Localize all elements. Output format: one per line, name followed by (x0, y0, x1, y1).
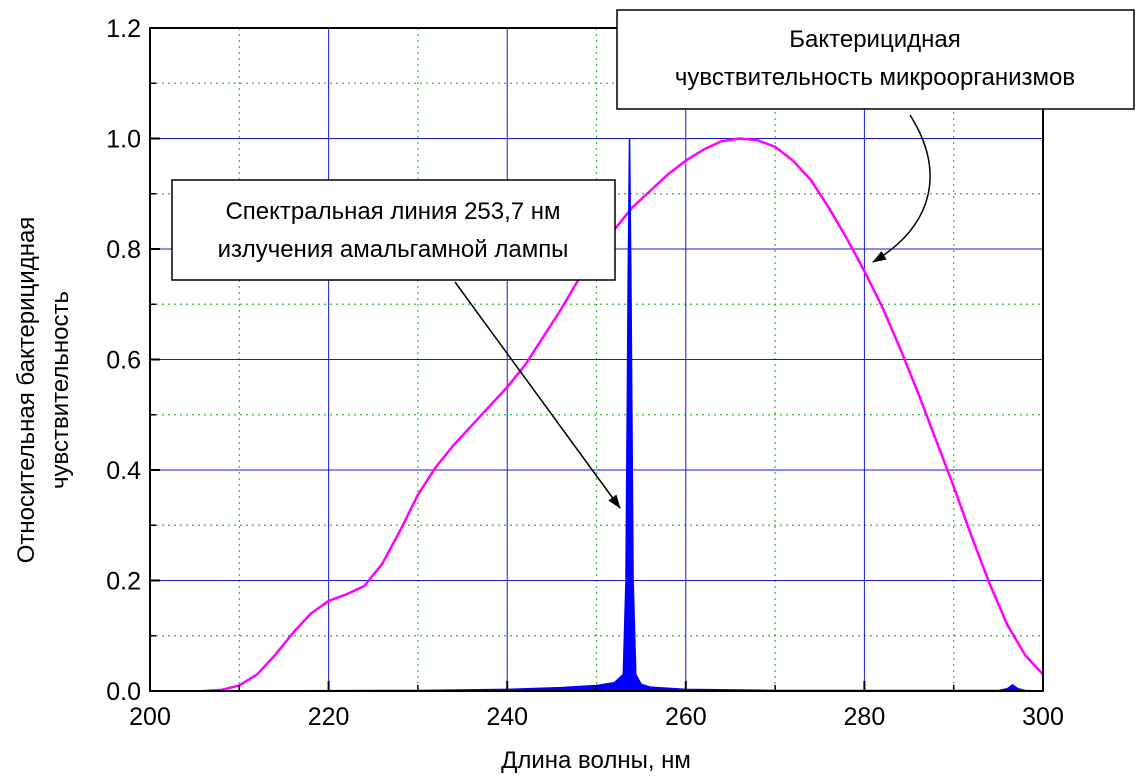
y-axis-title-line-2: чувствительность (47, 291, 74, 489)
annotation-spectral-line-1: Спектральная линия 253,7 нм (225, 198, 560, 225)
x-tick-label: 260 (665, 703, 707, 731)
axis-tick-labels: 200 220 240 260 280 300 0.0 0.2 0.4 0.6 0.8 1.0 1.2 (106, 15, 1064, 731)
x-tick-label: 300 (1022, 703, 1064, 731)
y-tick-label: 1.2 (106, 15, 141, 43)
y-axis-title-line-1: Относительная бактерицидная (13, 217, 40, 564)
y-tick-label: 0.0 (106, 678, 141, 706)
x-axis-title: Длина волны, нм (501, 747, 691, 774)
annotation-spectral-box (171, 179, 616, 281)
y-tick-label: 0.4 (106, 457, 141, 485)
annotation-spectral-line: Спектральная линия 253,7 нм излучения ам… (171, 179, 621, 509)
annotation-sensitivity-line-2: чувствительность микроорганизмов (675, 64, 1075, 91)
annotation-sensitivity: Бактерицидная чувствительность микроорга… (616, 9, 1135, 263)
y-tick-label: 0.6 (106, 347, 141, 375)
series-layer (203, 137, 1043, 691)
axis-ticks (149, 27, 1044, 692)
x-tick-label: 240 (486, 703, 528, 731)
annotation-sensitivity-line-1: Бактерицидная (789, 26, 960, 53)
x-tick-label: 220 (308, 703, 350, 731)
y-tick-label: 0.8 (106, 236, 141, 264)
annotation-spectral-line-2: излучения амальгамной лампы (218, 236, 569, 263)
series-spectral-line-area (203, 138, 1043, 691)
y-tick-label: 1.0 (106, 126, 141, 154)
y-tick-label: 0.2 (106, 568, 141, 596)
series-bactericidal-curve (203, 137, 1043, 691)
x-tick-label: 280 (844, 703, 886, 731)
grid-major (150, 28, 1043, 691)
annotation-spectral-arrow (454, 281, 621, 509)
annotation-sensitivity-box (616, 9, 1135, 110)
x-tick-label: 200 (129, 703, 171, 731)
annotation-sensitivity-arrow (872, 114, 931, 263)
